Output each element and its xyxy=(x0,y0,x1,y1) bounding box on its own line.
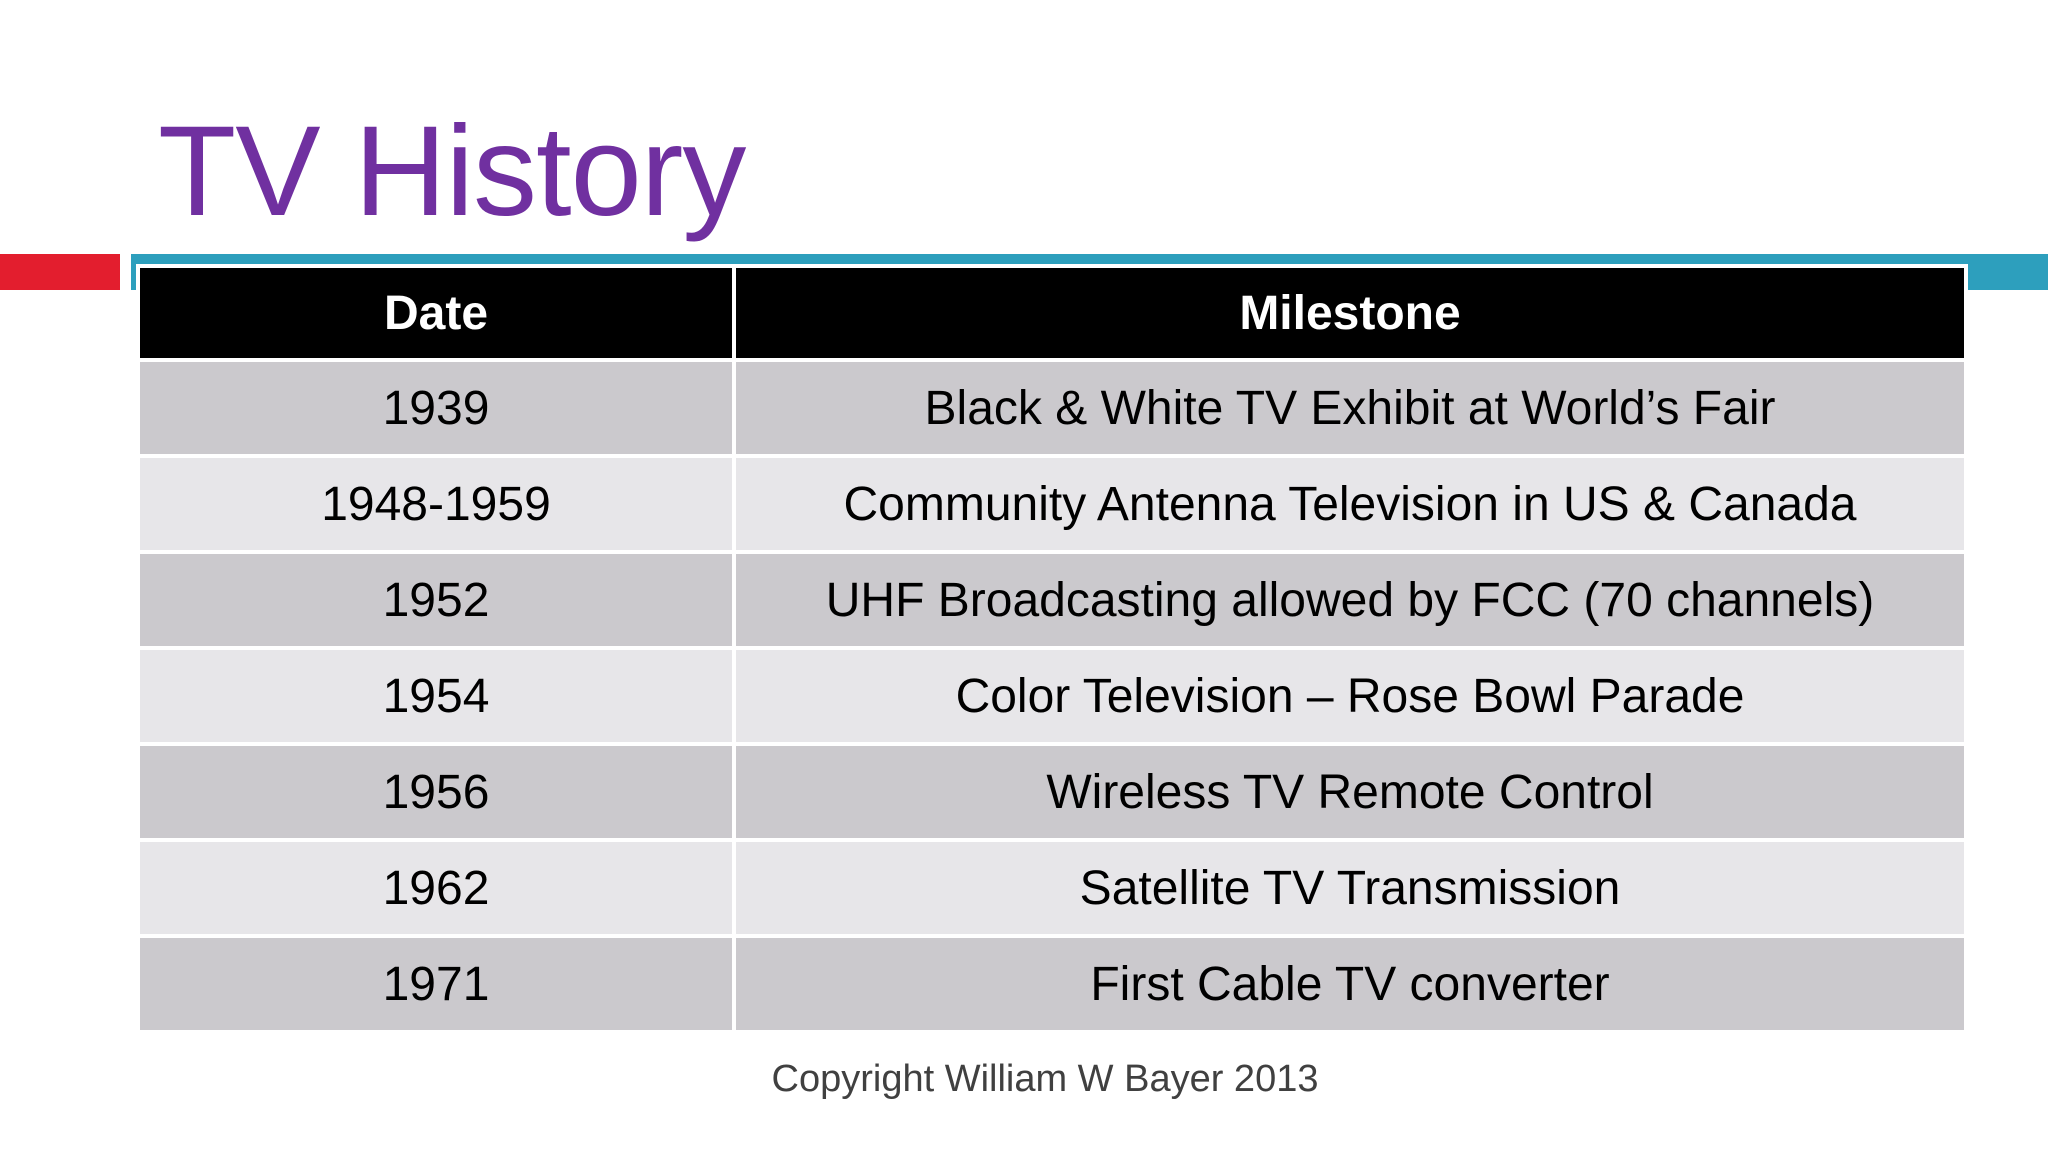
accent-bar-red xyxy=(0,254,120,290)
milestone-cell: Color Television – Rose Bowl Parade xyxy=(732,646,1968,746)
table-row: 1948-1959 Community Antenna Television i… xyxy=(136,454,1968,554)
date-cell: 1939 xyxy=(136,358,736,458)
milestone-cell: UHF Broadcasting allowed by FCC (70 chan… xyxy=(732,550,1968,650)
history-table: Date Milestone 1939 Black & White TV Exh… xyxy=(136,264,1968,1034)
table-row: 1962 Satellite TV Transmission xyxy=(136,838,1968,938)
copyright-footer: Copyright William W Bayer 2013 xyxy=(771,1058,1319,1100)
milestone-cell: Satellite TV Transmission xyxy=(732,838,1968,938)
table-row: 1954 Color Television – Rose Bowl Parade xyxy=(136,646,1968,746)
header-milestone: Milestone xyxy=(732,264,1968,362)
milestone-cell: First Cable TV converter xyxy=(732,934,1968,1034)
date-cell: 1952 xyxy=(136,550,736,650)
table-row: 1971 First Cable TV converter xyxy=(136,934,1968,1034)
milestone-cell: Community Antenna Television in US & Can… xyxy=(732,454,1968,554)
milestone-cell: Black & White TV Exhibit at World’s Fair xyxy=(732,358,1968,458)
date-cell: 1962 xyxy=(136,838,736,938)
table-header-row: Date Milestone xyxy=(136,264,1968,362)
slide-title: TV History xyxy=(158,100,746,243)
header-date: Date xyxy=(136,264,736,362)
milestone-cell: Wireless TV Remote Control xyxy=(732,742,1968,842)
date-cell: 1971 xyxy=(136,934,736,1034)
table-row: 1956 Wireless TV Remote Control xyxy=(136,742,1968,842)
date-cell: 1954 xyxy=(136,646,736,746)
date-cell: 1956 xyxy=(136,742,736,842)
table-row: 1952 UHF Broadcasting allowed by FCC (70… xyxy=(136,550,1968,650)
table-row: 1939 Black & White TV Exhibit at World’s… xyxy=(136,358,1968,458)
date-cell: 1948-1959 xyxy=(136,454,736,554)
